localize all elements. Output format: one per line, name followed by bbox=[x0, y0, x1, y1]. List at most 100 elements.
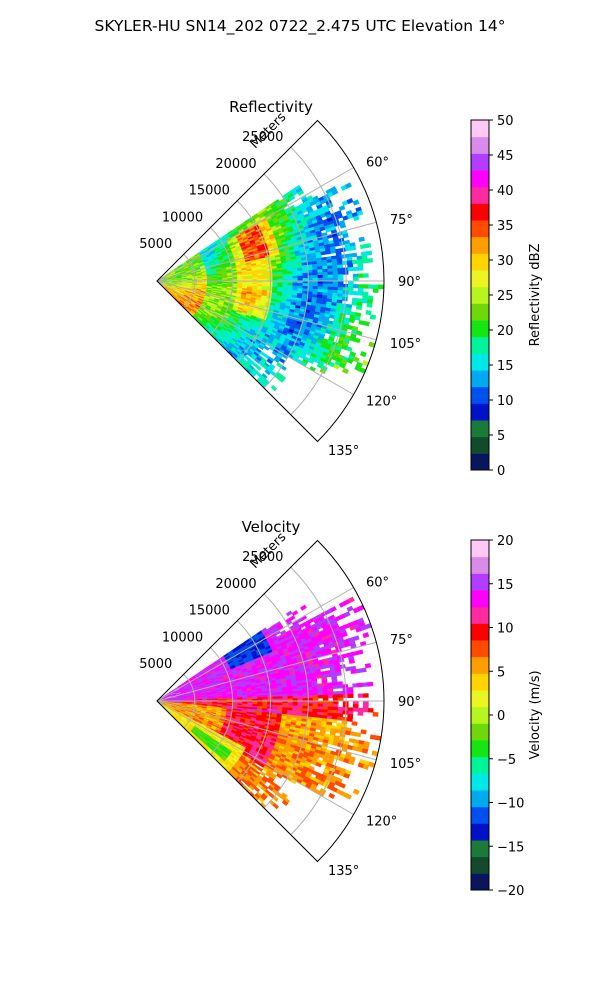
radar-gate bbox=[365, 310, 372, 316]
radar-gate bbox=[337, 274, 344, 279]
radar-gate bbox=[327, 694, 334, 699]
radar-gate bbox=[322, 703, 329, 708]
colorbar-segment bbox=[471, 370, 489, 388]
radar-gate bbox=[366, 258, 373, 263]
radar-gate bbox=[371, 750, 379, 757]
radar-gate bbox=[327, 271, 334, 276]
radar-gate bbox=[325, 727, 332, 732]
radar-gate bbox=[362, 704, 369, 709]
radar-gate bbox=[317, 694, 324, 699]
radar-gate bbox=[367, 284, 374, 289]
radar-gate bbox=[255, 364, 262, 371]
radar-gate bbox=[364, 663, 372, 669]
colorbar-label: Reflectivity dBZ bbox=[528, 244, 543, 347]
radar-gate bbox=[302, 695, 309, 699]
azimuth-tick-label: 75° bbox=[390, 213, 413, 228]
radar-gate bbox=[322, 694, 329, 699]
radar-gate bbox=[288, 615, 296, 622]
radar-gate bbox=[354, 315, 361, 321]
radar-gate bbox=[362, 632, 370, 639]
radar-gate bbox=[352, 704, 359, 709]
colorbar-tick-label: 30 bbox=[497, 254, 514, 269]
radar-gate bbox=[297, 695, 304, 699]
radar-gate bbox=[332, 283, 339, 288]
colorbar-tick-label: 40 bbox=[497, 184, 514, 199]
radar-gate bbox=[339, 223, 347, 229]
radar-gate bbox=[352, 215, 360, 222]
radar-gate bbox=[351, 301, 358, 306]
radar-gate bbox=[337, 694, 344, 699]
radar-gate bbox=[360, 351, 367, 358]
radar-gate bbox=[333, 241, 341, 247]
range-tick-label: 5000 bbox=[139, 237, 172, 252]
radar-gate bbox=[329, 606, 337, 613]
radar-gate bbox=[347, 284, 354, 289]
radar-gate bbox=[352, 290, 359, 296]
radar-gate bbox=[331, 719, 338, 724]
radar-gate bbox=[356, 210, 364, 217]
radar-gate bbox=[324, 664, 331, 669]
radar-gate bbox=[348, 318, 355, 324]
radar-gate bbox=[315, 725, 322, 731]
radar-gate bbox=[345, 310, 352, 316]
radar-gate bbox=[322, 283, 329, 288]
radar-gate bbox=[332, 274, 339, 279]
radar-gate bbox=[356, 649, 364, 655]
colorbar-segment bbox=[471, 153, 489, 171]
radar-gate bbox=[337, 283, 344, 288]
radar-gate bbox=[357, 284, 364, 289]
radar-gate bbox=[352, 273, 359, 278]
radar-gate bbox=[342, 233, 349, 239]
radar-gate bbox=[352, 707, 359, 712]
colorbar-segment bbox=[471, 353, 489, 371]
radar-gate bbox=[297, 189, 305, 196]
radar-gate bbox=[332, 684, 339, 690]
radar-gate bbox=[291, 610, 299, 617]
colorbar-segment bbox=[471, 420, 489, 438]
radar-gate bbox=[357, 707, 364, 713]
radar-gate bbox=[330, 249, 337, 254]
radar-gate bbox=[317, 274, 324, 279]
radar-gate bbox=[332, 691, 339, 696]
radar-gate bbox=[328, 314, 336, 320]
radar-gate bbox=[357, 693, 364, 698]
colorbar-segment bbox=[471, 436, 489, 454]
colorbar-segment bbox=[471, 270, 489, 288]
colorbar-tick-label: 15 bbox=[497, 359, 514, 374]
radar-gate bbox=[347, 707, 354, 712]
radar-gate bbox=[347, 287, 354, 292]
radar-gate bbox=[349, 245, 357, 251]
radar-gate bbox=[292, 275, 299, 279]
radar-gate bbox=[361, 298, 368, 304]
radar-gate bbox=[368, 341, 376, 348]
azimuth-tick-label: 120° bbox=[366, 395, 397, 410]
radar-gate bbox=[342, 367, 350, 375]
colorbar-tick-label: 25 bbox=[497, 289, 514, 304]
figure-suptitle: SKYLER-HU SN14_202 0722_2.475 UTC Elevat… bbox=[95, 17, 506, 36]
radar-gate bbox=[357, 273, 364, 278]
radar-gate bbox=[368, 761, 376, 768]
range-tick-label: 20000 bbox=[215, 157, 256, 172]
radar-gate bbox=[347, 690, 354, 695]
radar-gate bbox=[317, 271, 324, 276]
radar-gate bbox=[362, 273, 369, 278]
radar-gate bbox=[292, 695, 299, 699]
radar-gate bbox=[302, 275, 309, 279]
azimuth-tick-label: 60° bbox=[366, 156, 389, 171]
radar-gate bbox=[335, 671, 342, 677]
radar-gate bbox=[345, 666, 352, 672]
radar-gate bbox=[349, 731, 357, 737]
radar-gate bbox=[352, 266, 359, 272]
radar-gate bbox=[327, 283, 334, 288]
radar-gate bbox=[352, 277, 359, 282]
radar-gate bbox=[350, 669, 357, 675]
radar-gate bbox=[360, 729, 367, 735]
radar-gate bbox=[357, 287, 364, 293]
radar-gate bbox=[344, 182, 352, 189]
radar-gate bbox=[361, 748, 369, 754]
radar-gate bbox=[337, 690, 344, 695]
radar-gate bbox=[361, 258, 368, 264]
radar-gate bbox=[372, 288, 379, 293]
radar-gate bbox=[357, 266, 364, 271]
